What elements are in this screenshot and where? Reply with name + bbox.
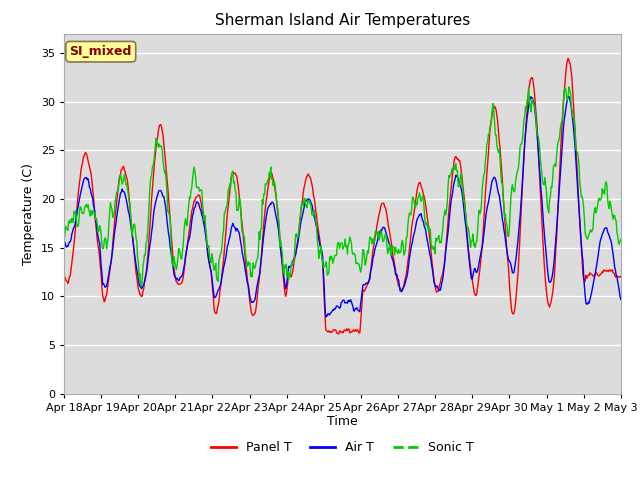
- Sonic T: [60, 237, 68, 243]
- Sonic T: [185, 203, 193, 209]
- Y-axis label: Temperature (C): Temperature (C): [22, 163, 35, 264]
- Air T: [70, 224, 78, 230]
- Air T: [127, 227, 135, 232]
- Panel T: [335, 331, 343, 336]
- Line: Sonic T: Sonic T: [64, 87, 621, 286]
- Air T: [565, 94, 573, 99]
- Air T: [617, 297, 625, 302]
- Air T: [60, 239, 68, 245]
- Title: Sherman Island Air Temperatures: Sherman Island Air Temperatures: [215, 13, 470, 28]
- Sonic T: [70, 209, 78, 215]
- Sonic T: [565, 84, 573, 90]
- Legend: Panel T, Air T, Sonic T: Panel T, Air T, Sonic T: [206, 436, 479, 459]
- Air T: [214, 289, 221, 295]
- X-axis label: Time: Time: [327, 415, 358, 429]
- Line: Panel T: Panel T: [64, 59, 621, 334]
- Panel T: [60, 273, 68, 278]
- Panel T: [127, 220, 135, 226]
- Air T: [184, 240, 192, 246]
- Panel T: [564, 56, 572, 61]
- Air T: [411, 228, 419, 234]
- Panel T: [70, 240, 78, 246]
- Air T: [428, 257, 435, 263]
- Sonic T: [214, 278, 222, 284]
- Sonic T: [617, 236, 625, 242]
- Line: Air T: Air T: [64, 96, 621, 317]
- Sonic T: [411, 203, 419, 209]
- Panel T: [214, 306, 221, 312]
- Text: SI_mixed: SI_mixed: [70, 45, 132, 58]
- Sonic T: [428, 241, 435, 247]
- Panel T: [411, 205, 419, 211]
- Panel T: [617, 274, 625, 279]
- Panel T: [184, 237, 192, 243]
- Air T: [322, 314, 330, 320]
- Sonic T: [138, 283, 145, 289]
- Panel T: [428, 250, 435, 255]
- Sonic T: [127, 225, 135, 231]
